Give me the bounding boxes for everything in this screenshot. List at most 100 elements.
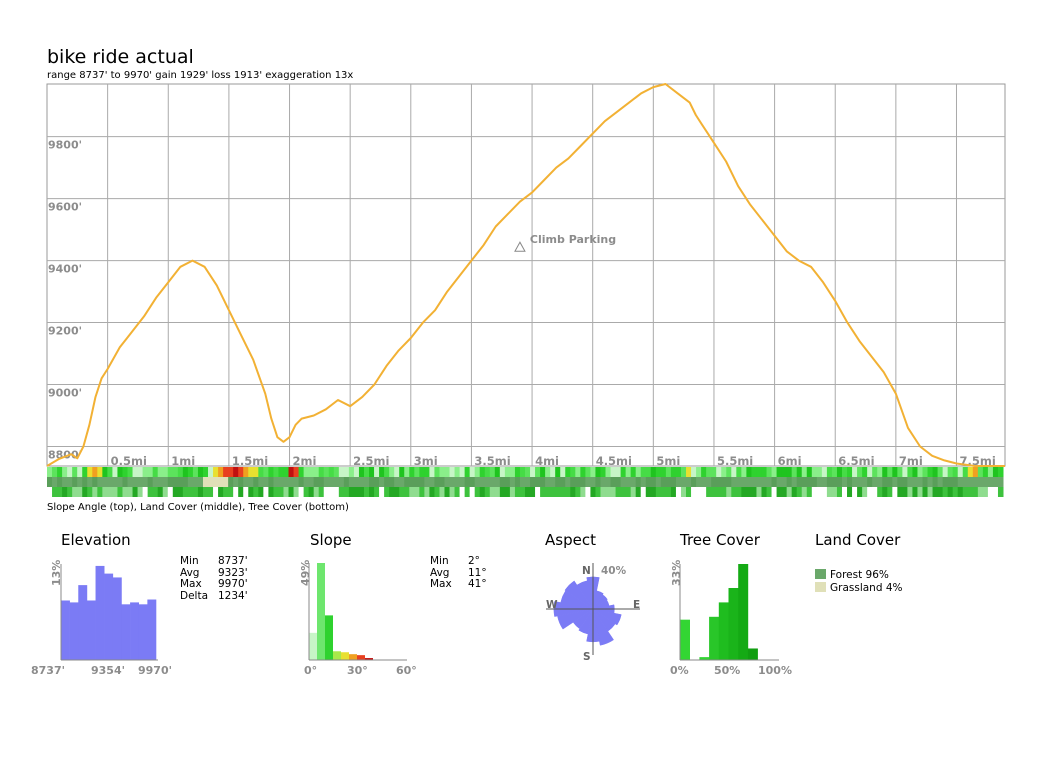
- slope-strip-cell: [313, 467, 320, 477]
- slope-strip-cell: [952, 467, 959, 477]
- treecover-strip-cell: [67, 487, 73, 497]
- slope-strip-cell: [565, 467, 571, 477]
- legend-item: Forest 96%: [815, 569, 903, 582]
- slope-strip-cell: [701, 467, 707, 477]
- treecover-strip-cell: [841, 487, 848, 497]
- landcover-strip-cell: [77, 477, 83, 487]
- landcover-strip-cell: [942, 477, 949, 487]
- treecover-strip-cell: [449, 487, 456, 497]
- treecover-strip-cell: [660, 487, 667, 497]
- landcover-strip-cell: [836, 477, 843, 487]
- landcover-strip-cell: [384, 477, 390, 487]
- landcover-strip-cell: [565, 477, 571, 487]
- treecover-strip-cell: [394, 487, 400, 497]
- landcover-strip-cell: [374, 477, 380, 487]
- landcover-strip-cell: [379, 477, 385, 487]
- landcover-strip-cell: [288, 477, 295, 487]
- landcover-strip-cell: [847, 477, 853, 487]
- landcover-strip-cell: [806, 477, 813, 487]
- landcover-strip-cell: [202, 477, 209, 487]
- slope-strip-cell: [202, 467, 209, 477]
- stat-row: Max 41°: [430, 578, 487, 591]
- landcover-strip-cell: [660, 477, 667, 487]
- treecover-strip-cell: [550, 487, 556, 497]
- aspect-rose: N 40% W E S: [546, 563, 640, 663]
- treecover-strip-cell: [147, 487, 154, 497]
- landcover-strip-cell: [736, 477, 742, 487]
- slope-strip-cell: [474, 467, 481, 477]
- aspect-sector: [592, 590, 604, 610]
- slope-strip-cell: [852, 467, 858, 477]
- treecover-strip-cell: [328, 487, 335, 497]
- landcover-strip-cell: [47, 477, 53, 487]
- stat-row: Avg 11°: [430, 566, 487, 580]
- x-tick-label: 6.5mi: [838, 454, 874, 468]
- treecover-strip-cell: [862, 487, 868, 497]
- slope-strip-cell: [997, 467, 1004, 477]
- slope-strip-cell: [665, 467, 672, 477]
- landcover-strip-cell: [645, 477, 652, 487]
- treecover-strip-cell: [721, 487, 727, 497]
- slope-strip-cell: [630, 467, 637, 477]
- slope-strip-cell: [615, 467, 622, 477]
- treecover-strip-cell: [887, 487, 893, 497]
- landcover-strip-cell: [811, 477, 818, 487]
- treecover-strip-cell: [736, 487, 742, 497]
- elevation-histogram: 13% 8737' 9354' 9970': [31, 560, 172, 677]
- tree-cover-bar: [747, 648, 758, 660]
- treecover-strip-cell: [942, 487, 949, 497]
- landcover-strip-cell: [147, 477, 154, 487]
- slope-strip-cell: [525, 467, 531, 477]
- treecover-strip-cell: [414, 487, 420, 497]
- treecover-strip-cell: [701, 487, 707, 497]
- slope-strip-cell: [670, 467, 677, 477]
- slope-strip-cell: [152, 467, 159, 477]
- slope-strip-cell: [625, 467, 632, 477]
- slope-strip-cell: [484, 467, 491, 477]
- slope-strip-cell: [399, 467, 405, 477]
- stat-value: 11°: [468, 566, 487, 579]
- treecover-strip-cell: [565, 487, 571, 497]
- landcover-strip-cell: [157, 477, 164, 487]
- slope-strip-cell: [962, 467, 969, 477]
- treecover-strip-cell: [197, 487, 204, 497]
- landcover-strip-cell: [525, 477, 531, 487]
- slope-strip-cell: [640, 467, 647, 477]
- slope-strip-cell: [434, 467, 440, 477]
- treecover-strip-cell: [47, 487, 53, 497]
- slope-strip-cell: [580, 467, 586, 477]
- landcover-strip-cell: [343, 477, 350, 487]
- landcover-strip-cell: [469, 477, 476, 487]
- landcover-strip-cell: [721, 477, 727, 487]
- treecover-strip-cell: [208, 487, 214, 497]
- slope-strip-cell: [912, 467, 918, 477]
- landcover-strip-cell: [414, 477, 420, 487]
- landcover-strip-cell: [560, 477, 566, 487]
- treecover-strip-cell: [947, 487, 954, 497]
- landcover-strip-cell: [630, 477, 637, 487]
- treecover-strip-cell: [706, 487, 712, 497]
- chart-title: bike ride actual: [47, 46, 194, 68]
- landcover-strip-cell: [977, 477, 984, 487]
- landcover-strip-cell: [152, 477, 159, 487]
- y-tick-label: 9400': [48, 263, 82, 276]
- slope-strip-cell: [107, 467, 113, 477]
- landcover-strip-cell: [389, 477, 395, 487]
- slope-strip-cell: [721, 467, 727, 477]
- slope-strip-cell: [323, 467, 330, 477]
- slope-strip-cell: [957, 467, 964, 477]
- slope-strip-cell: [142, 467, 149, 477]
- slope-strip-cell: [499, 467, 506, 477]
- landcover-strip-cell: [137, 477, 144, 487]
- landcover-strip-cell: [369, 477, 375, 487]
- slope-strip-cell: [706, 467, 712, 477]
- slope-strip-cell: [268, 467, 274, 477]
- elevation-bar: [147, 599, 157, 660]
- treecover-strip-cell: [369, 487, 375, 497]
- tree-cover-bar: [728, 588, 739, 660]
- treecover-strip-cell: [680, 487, 687, 497]
- treecover-strip-cell: [167, 487, 174, 497]
- treecover-strip-cell: [504, 487, 511, 497]
- treecover-strip-cell: [716, 487, 722, 497]
- slope-strip-cell: [862, 467, 868, 477]
